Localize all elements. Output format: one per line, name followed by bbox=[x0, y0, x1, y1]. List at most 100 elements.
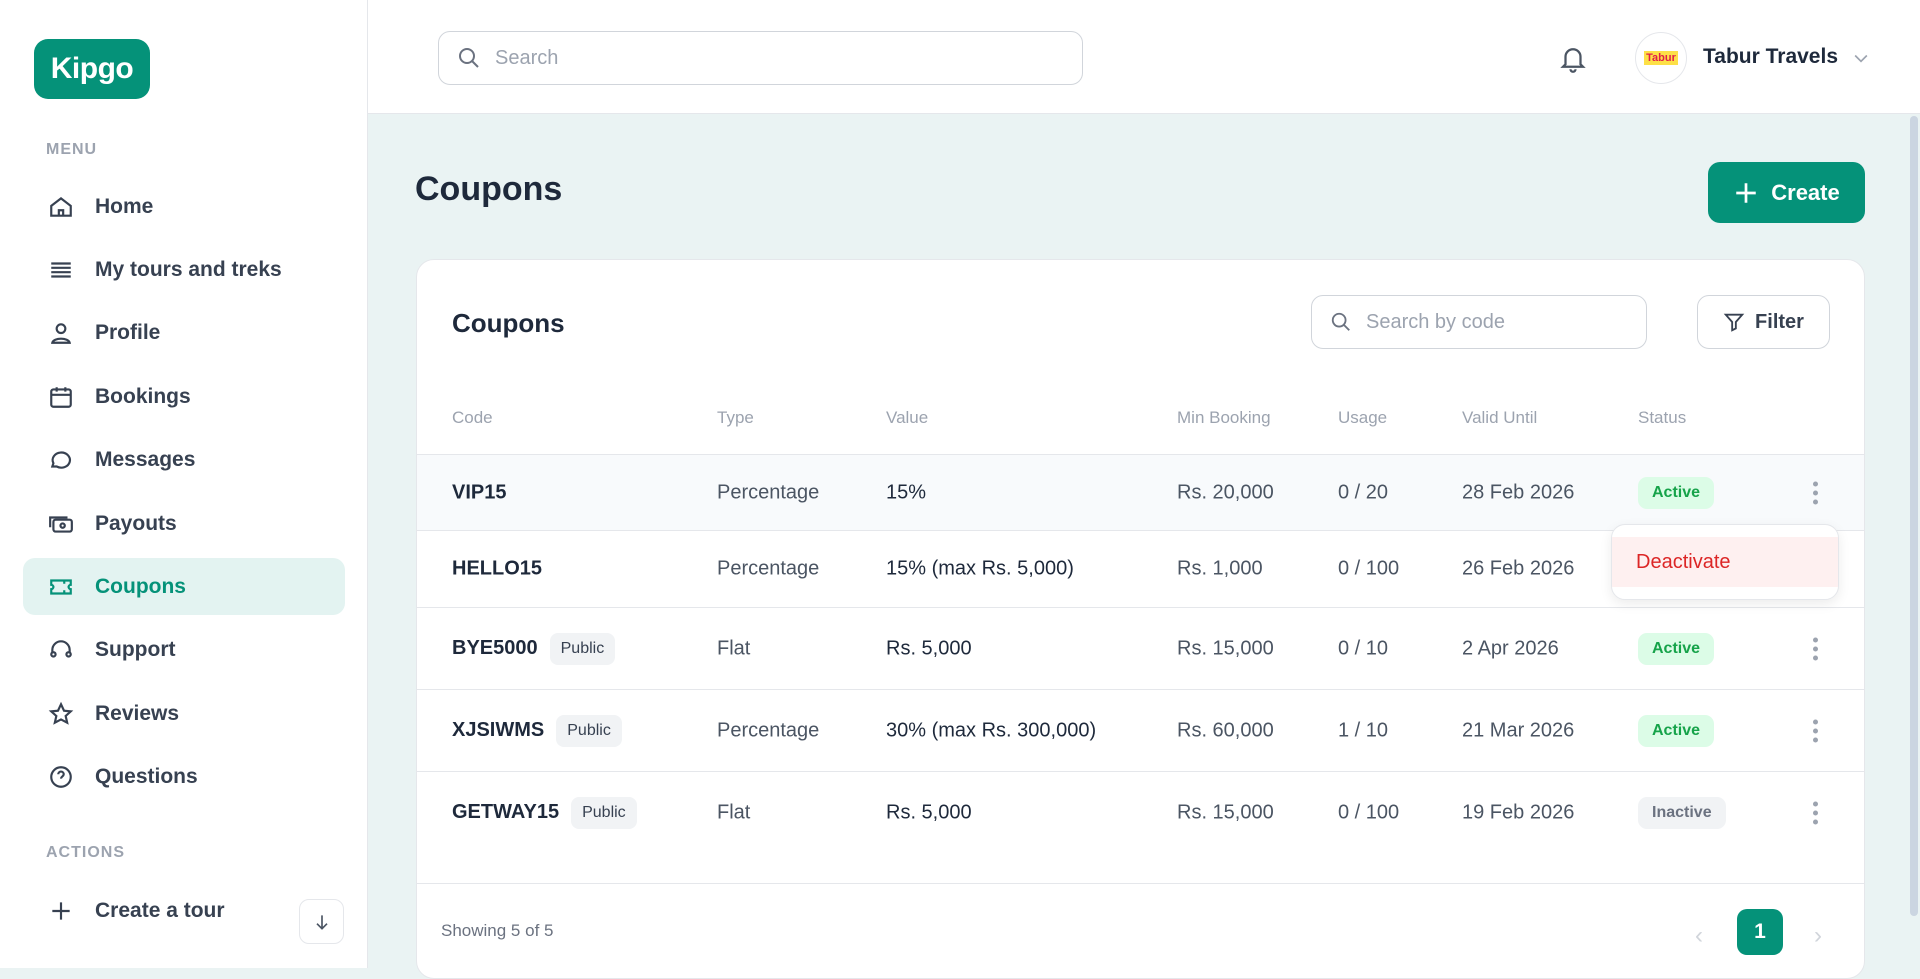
coupon-type: Flat bbox=[717, 801, 751, 823]
coupons-card: Coupons Search by code Filter Code Type Va… bbox=[416, 259, 1865, 979]
row-actions-menu: Deactivate bbox=[1611, 524, 1839, 600]
column-header: Status bbox=[1638, 408, 1687, 427]
search-icon bbox=[1331, 312, 1350, 331]
page-title: Coupons bbox=[415, 170, 563, 208]
sidebar-item-reviews[interactable]: Reviews bbox=[23, 685, 345, 742]
page-1-button[interactable]: 1 bbox=[1737, 909, 1783, 955]
prev-page-button[interactable]: ‹ bbox=[1695, 922, 1703, 949]
table-row[interactable]: BYE5000 Public Flat Rs. 5,000 Rs. 15,000 … bbox=[417, 607, 1864, 689]
coupon-code: XJSIWMS Public bbox=[452, 714, 622, 747]
column-header: Type bbox=[717, 408, 754, 427]
showing-count: Showing 5 of 5 bbox=[441, 921, 554, 940]
column-header: Code bbox=[452, 408, 493, 427]
sidebar-item-profile[interactable]: Profile bbox=[23, 305, 345, 362]
coupon-code: HELLO15 bbox=[452, 557, 543, 580]
table-row[interactable]: VIP15 Percentage 15% Rs. 20,000 0 / 20 2… bbox=[417, 454, 1864, 530]
min-booking: Rs. 20,000 bbox=[1177, 481, 1274, 503]
public-badge: Public bbox=[556, 714, 622, 747]
min-booking: Rs. 60,000 bbox=[1177, 719, 1274, 741]
home-icon bbox=[47, 193, 75, 221]
calendar-icon bbox=[47, 383, 75, 411]
table-row[interactable]: HELLO15 Percentage 15% (max Rs. 5,000) R… bbox=[417, 530, 1864, 607]
scroll-down-button[interactable] bbox=[299, 899, 344, 944]
user-name[interactable]: Tabur Travels bbox=[1703, 45, 1839, 68]
bell-icon[interactable] bbox=[1558, 42, 1588, 74]
coupon-value: 15% (max Rs. 5,000) bbox=[886, 557, 1074, 580]
valid-until: 21 Mar 2026 bbox=[1462, 719, 1575, 741]
sidebar-item-payouts[interactable]: Payouts bbox=[23, 495, 345, 552]
menu-section-label: MENU bbox=[46, 141, 98, 158]
sidebar: Kipgo MENU Home My tours and treks Profile… bbox=[0, 0, 368, 968]
status-badge: Active bbox=[1638, 476, 1715, 509]
sidebar-item-support[interactable]: Support bbox=[23, 622, 345, 679]
sidebar-item-my-tours-and-treks[interactable]: My tours and treks bbox=[23, 241, 345, 298]
avatar[interactable]: Tabur bbox=[1635, 32, 1687, 84]
star-icon bbox=[47, 700, 75, 728]
search-icon bbox=[459, 48, 479, 68]
coupon-type: Percentage bbox=[717, 557, 820, 580]
kipgo-logo[interactable]: Kipgo bbox=[34, 39, 150, 99]
sidebar-item-label: Reviews bbox=[95, 701, 180, 725]
chevron-down-icon[interactable] bbox=[1851, 48, 1871, 68]
top-header: Search Tabur Tabur Travels bbox=[368, 0, 1920, 114]
usage: 0 / 20 bbox=[1338, 481, 1389, 503]
min-booking: Rs. 15,000 bbox=[1177, 801, 1274, 823]
sidebar-item-questions[interactable]: Questions bbox=[23, 749, 345, 806]
arrow-down-icon bbox=[315, 914, 328, 930]
chat-icon bbox=[47, 446, 75, 474]
sidebar-item-label: Messages bbox=[95, 448, 196, 472]
global-search-input[interactable]: Search bbox=[438, 31, 1083, 85]
create-tour-label: Create a tour bbox=[95, 898, 225, 922]
filter-button[interactable]: Filter bbox=[1697, 295, 1830, 349]
coupon-value: Rs. 5,000 bbox=[886, 801, 972, 823]
coupon-code: BYE5000 Public bbox=[452, 632, 616, 665]
cash-icon bbox=[47, 510, 75, 538]
more-options-icon[interactable] bbox=[1813, 481, 1818, 504]
sidebar-item-bookings[interactable]: Bookings bbox=[23, 368, 345, 425]
more-options-icon[interactable] bbox=[1813, 801, 1818, 824]
more-options-icon[interactable] bbox=[1813, 719, 1818, 742]
coupon-type: Percentage bbox=[717, 481, 820, 503]
create-tour-action[interactable]: Create a tour bbox=[23, 882, 283, 939]
search-by-code-input[interactable]: Search by code bbox=[1311, 295, 1647, 349]
coupon-value: Rs. 5,000 bbox=[886, 637, 972, 659]
column-header: Usage bbox=[1338, 408, 1388, 427]
sidebar-item-coupons[interactable]: Coupons bbox=[23, 558, 345, 616]
coupon-code: VIP15 bbox=[452, 481, 507, 503]
valid-until: 2 Apr 2026 bbox=[1462, 637, 1559, 659]
card-title: Coupons bbox=[452, 308, 565, 338]
deactivate-menu-item[interactable]: Deactivate bbox=[1612, 537, 1838, 587]
table-row[interactable]: GETWAY15 Public Flat Rs. 5,000 Rs. 15,000… bbox=[417, 771, 1864, 853]
sidebar-item-home[interactable]: Home bbox=[23, 178, 345, 235]
sidebar-item-label: Coupons bbox=[95, 574, 186, 598]
coupon-type: Percentage bbox=[717, 719, 820, 741]
table-row[interactable]: XJSIWMS Public Percentage 30% (max Rs. 30… bbox=[417, 689, 1864, 771]
user-icon bbox=[47, 319, 75, 347]
sidebar-item-label: Support bbox=[95, 638, 176, 662]
public-badge: Public bbox=[571, 796, 637, 829]
column-header: Min Booking bbox=[1177, 408, 1271, 427]
usage: 0 / 100 bbox=[1338, 801, 1400, 823]
sidebar-item-label: Profile bbox=[95, 321, 161, 345]
next-page-button[interactable]: › bbox=[1814, 922, 1822, 949]
more-options-icon[interactable] bbox=[1813, 637, 1818, 660]
ticket-icon bbox=[47, 573, 75, 601]
create-button[interactable]: Create bbox=[1708, 162, 1865, 223]
public-badge: Public bbox=[549, 632, 616, 665]
status-badge: Inactive bbox=[1638, 796, 1726, 829]
headset-icon bbox=[47, 636, 75, 664]
search-placeholder: Search bbox=[495, 46, 559, 69]
coupon-value: 30% (max Rs. 300,000) bbox=[886, 719, 1097, 741]
coupon-code: GETWAY15 Public bbox=[452, 796, 637, 829]
scrollbar[interactable] bbox=[1910, 116, 1918, 916]
sidebar-item-label: Home bbox=[95, 194, 154, 218]
list-icon bbox=[47, 256, 75, 284]
question-icon bbox=[47, 763, 75, 791]
column-header: Value bbox=[886, 408, 929, 427]
coupon-value: 15% bbox=[886, 481, 927, 503]
sidebar-item-messages[interactable]: Messages bbox=[23, 432, 345, 489]
sidebar-item-label: Payouts bbox=[95, 511, 177, 535]
min-booking: Rs. 15,000 bbox=[1177, 637, 1274, 659]
valid-until: 28 Feb 2026 bbox=[1462, 481, 1575, 503]
min-booking: Rs. 1,000 bbox=[1177, 557, 1263, 580]
